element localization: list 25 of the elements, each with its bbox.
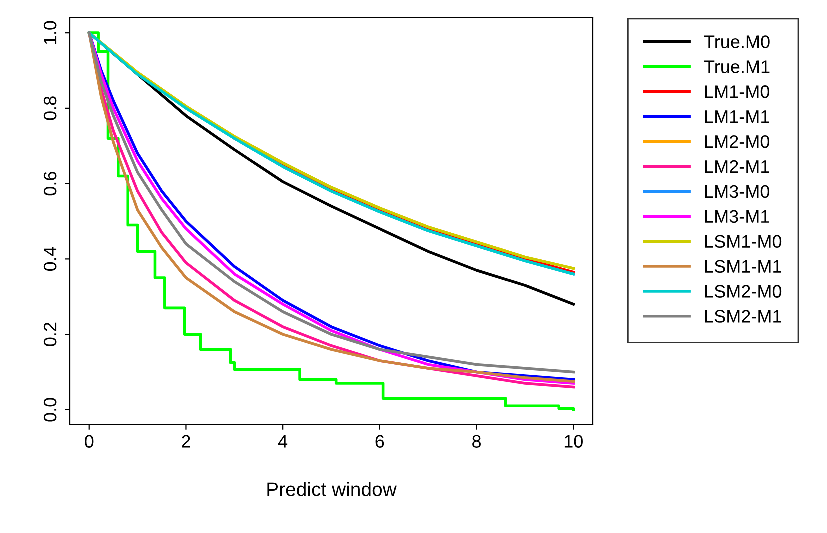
y-tick-label: 0.0	[44, 398, 57, 422]
x-tick-label: 4	[278, 435, 288, 448]
y-tick-label: 0.4	[44, 247, 57, 272]
legend-label: LM1-M1	[705, 110, 770, 124]
legend-label: LSM1-M0	[705, 235, 782, 248]
x-tick-label: 8	[472, 435, 482, 448]
legend-label: LM3-M0	[705, 185, 770, 198]
legend-label: LSM1-M1	[705, 260, 782, 274]
y-tick-label: 0.8	[44, 96, 57, 120]
legend-label: LM3-M1	[705, 210, 770, 224]
x-tick-label: 10	[564, 435, 583, 448]
y-tick-label: 0.2	[44, 322, 57, 346]
legend-label: True.M0	[704, 36, 770, 48]
x-axis-title: Predict window	[268, 482, 397, 496]
y-tick-label: 0.6	[44, 172, 57, 196]
legend-label: LSM2-M1	[705, 310, 782, 323]
legend-label: LSM2-M0	[705, 285, 782, 298]
legend-label: LM2-M0	[705, 135, 770, 148]
legend-label: LM2-M1	[705, 160, 770, 174]
legend-label: True.M1	[704, 60, 770, 74]
legend-label: LM1-M0	[705, 86, 770, 98]
x-tick-label: 2	[182, 435, 190, 448]
y-tick-label: 1.0	[44, 21, 57, 44]
x-tick-label: 0	[85, 435, 94, 448]
x-tick-label: 6	[376, 435, 384, 448]
